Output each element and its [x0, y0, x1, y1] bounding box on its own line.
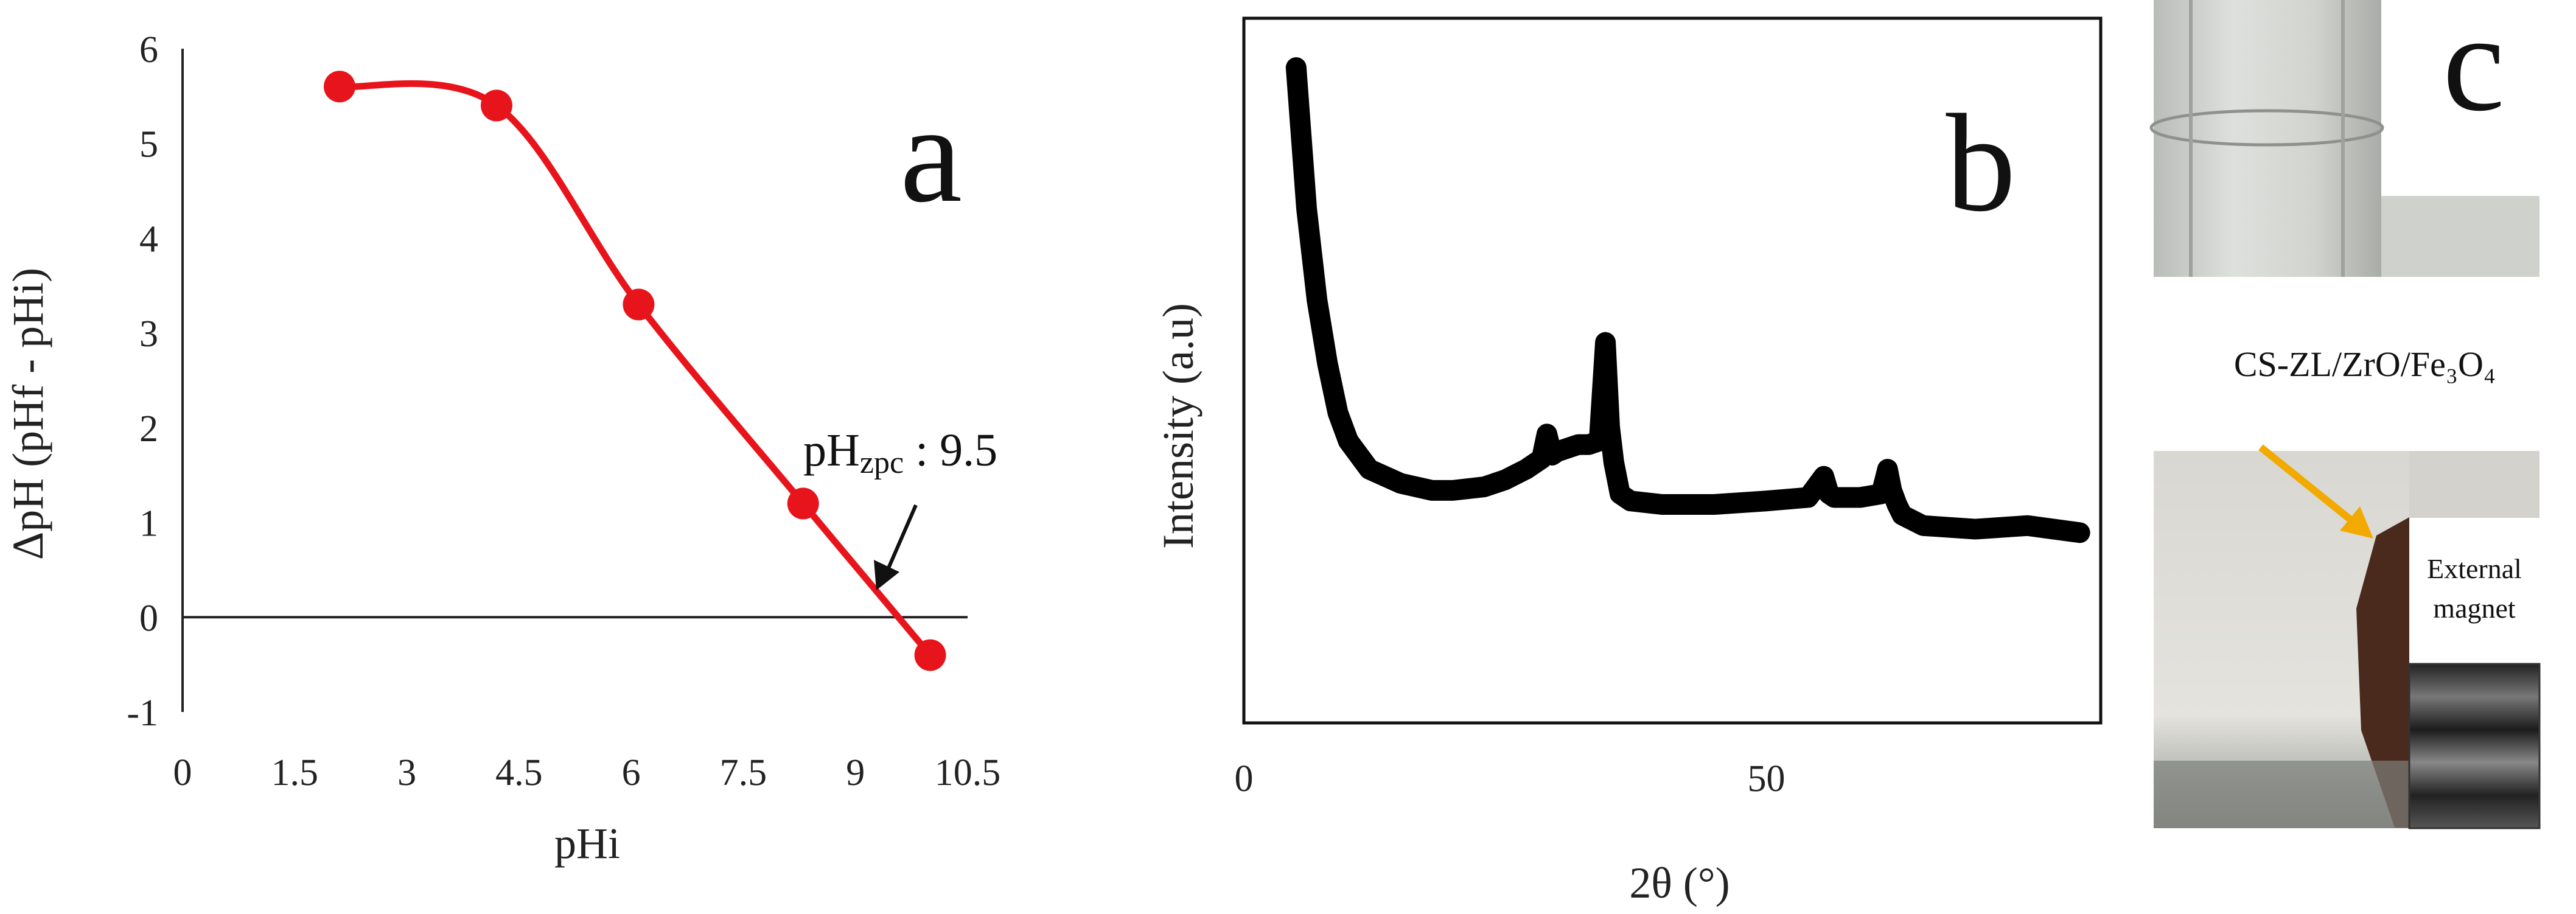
- panel-a-x-tick-label: 3: [397, 752, 416, 794]
- panel-a-data-point: [623, 288, 655, 321]
- panel-b-x-axis-label: 2θ (°): [1629, 859, 1730, 907]
- panel-a-y-tick-label: 2: [139, 408, 158, 450]
- panel-a-data-point: [481, 89, 512, 122]
- panel-a-x-axis-label: pHi: [554, 819, 620, 868]
- panel-b-plot-frame: [1242, 16, 2103, 725]
- panel-b-x-tick-label: 0: [1235, 758, 1254, 800]
- panel-a-x-tick-labels: 0 1.5 3 4.5 6 7.5 9 10.5: [173, 752, 1001, 794]
- magnetic-particles: [2356, 517, 2409, 828]
- panel-a-data-point: [787, 487, 819, 520]
- panel-a-x-tick-label: 7.5: [720, 752, 767, 794]
- jar-top-photo: [2154, 0, 2381, 277]
- pzc-annotation-subscript: zpc: [860, 445, 904, 480]
- pzc-annotation-value: : 9.5: [904, 425, 997, 476]
- panel-a-x-tick-label: 0: [173, 752, 192, 794]
- panel-c-photo: CS-ZL/ZrO/Fe₃O₄ External magnet c: [2149, 0, 2576, 829]
- panel-a-data-points: [324, 71, 946, 671]
- panel-a-x-tick-label: 4.5: [495, 752, 543, 794]
- panel-b-y-axis-label: Intensity (a.u): [1154, 303, 1202, 549]
- external-magnet: [2409, 664, 2539, 828]
- yellow-arrow-head: [2340, 506, 2373, 539]
- panel-a-y-tick-label: 4: [139, 218, 158, 260]
- magnet-label-line1: External: [2427, 553, 2522, 584]
- panel-a-series-line: [336, 80, 934, 659]
- panel-a-y-tick-label: 5: [139, 124, 158, 166]
- panel-a-annotation-arrow: [874, 504, 918, 590]
- panel-a-pzc-annotation: pHzpc : 9.5: [803, 425, 997, 480]
- yellow-arrow-shaft: [2258, 444, 2358, 526]
- panel-b-letter: b: [1946, 85, 2016, 240]
- panel-a-y-tick-label: 1: [139, 503, 158, 545]
- pzc-annotation-prefix: pH: [803, 425, 860, 476]
- photo-background-lower: [2409, 451, 2539, 518]
- panel-a-data-point: [914, 639, 946, 671]
- panel-a-y-axis-label: ΔpH (pHf - pHi): [4, 268, 52, 560]
- panel-b-xrd-chart: 0 50 Intensity (a.u) 2θ (°) b: [1154, 16, 2103, 907]
- panel-a-x-tick-label: 10.5: [935, 752, 1001, 794]
- external-magnet-outline: [2408, 663, 2541, 829]
- magnet-label-line2: magnet: [2433, 593, 2516, 624]
- panel-a-ph-chart: 6 5 4 3 2 1 0 -1 0 1.5 3 4.5 6 7.5 9 10.5 ΔpH (pHf - p…: [4, 29, 1000, 868]
- panel-c-letter: c: [2443, 0, 2505, 140]
- panel-a-y-tick-label: 3: [139, 313, 158, 355]
- yellow-arrow-icon: [2258, 444, 2373, 539]
- panel-a-x-tick-label: 6: [622, 752, 641, 794]
- photo-white-notch: [2381, 0, 2539, 196]
- panel-a-letter: a: [900, 76, 962, 231]
- panel-b-x-tick-labels: 0 50: [1235, 758, 1785, 800]
- jar-base-shadow: [2154, 761, 2409, 828]
- panel-b-x-tick-label: 50: [1748, 758, 1785, 800]
- jar-rim: [2149, 109, 2384, 147]
- panel-a-y-tick-label: 0: [139, 598, 158, 639]
- panel-b-series-line: [1285, 57, 2090, 543]
- panel-a-y-tick-label: 6: [139, 29, 158, 71]
- panel-a-x-tick-label: 9: [846, 752, 865, 794]
- panel-a-y-tick-label: -1: [127, 692, 158, 734]
- panel-a-y-tick-labels: 6 5 4 3 2 1 0 -1: [127, 29, 158, 734]
- photo-background-strip: [2381, 196, 2539, 277]
- material-label: CS-ZL/ZrO/Fe₃O₄: [2234, 344, 2496, 384]
- magnet-label-box: [2409, 518, 2539, 664]
- panel-a-data-point: [324, 71, 355, 103]
- material-label-box: [2154, 277, 2576, 451]
- panel-a-x-tick-label: 1.5: [271, 752, 319, 794]
